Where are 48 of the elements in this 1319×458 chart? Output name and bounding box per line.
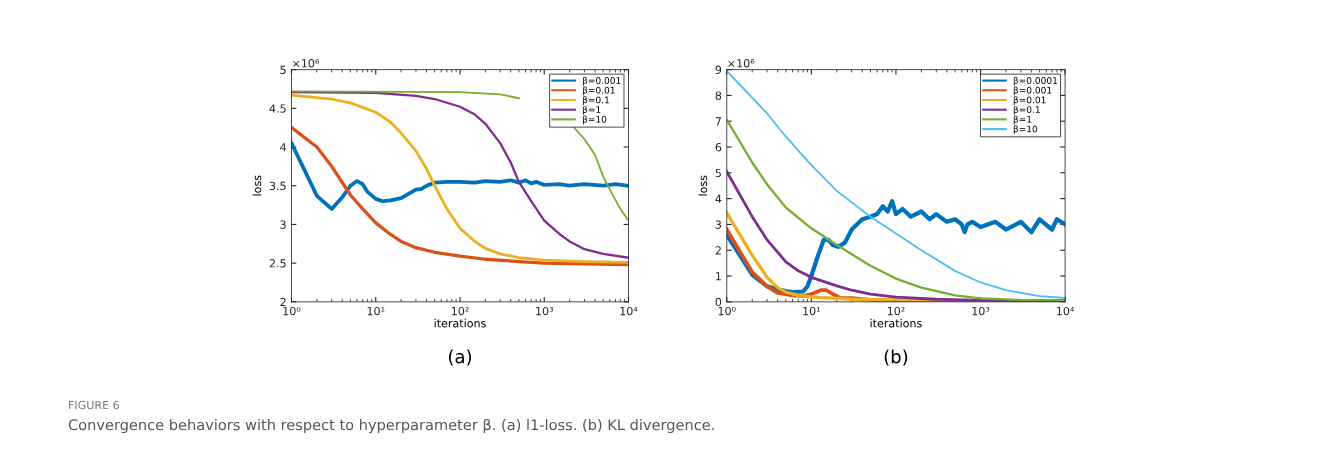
x-tick-label: 10² [451,306,469,316]
y-tick-label: 2 [715,246,721,255]
text: ×10⁶ [728,59,755,68]
y-tick-label: 3 [280,220,286,229]
y-tick-label: 3 [715,220,722,229]
x-tick-label: 10⁰ [718,306,736,316]
y-tick-label: 8 [715,91,722,100]
x-tick-label: 10⁰ [283,306,301,316]
x-tick-label: 10⁴ [620,306,638,316]
x-tick-label: 10³ [972,306,990,316]
legend-label: β=0.01 [1013,96,1046,106]
y-tick-label: 7 [715,117,721,126]
text: Convergence behaviors with respect to hyperparameter β. (a) l1-loss. (b) KL divergence. [68,418,714,434]
y-tick-label: 0 [715,297,722,307]
y-axis-title: loss [252,175,262,196]
caption: FIGURE 6 [69,400,120,410]
x-axis-title: iterations [434,318,486,328]
text: ×10⁶ [293,59,320,68]
legend-label: β=0.01 [582,86,615,96]
legend-label: β=10 [1013,125,1038,135]
y-tick-label: 6 [715,142,722,152]
y-tick-label: 4.5 [269,104,286,113]
text: (a) [448,349,472,366]
legend-label: β=10 [582,115,607,125]
text: (b) [884,349,908,366]
x-tick-label: 10⁴ [1057,306,1075,316]
legend-label: β=1 [1013,115,1032,125]
y-tick-label: 3.5 [269,181,286,191]
y-tick-label: 2 [280,297,286,307]
legend-label: β=0.001 [582,76,621,86]
legend-label: β=0.001 [1013,86,1052,96]
legend-label: β=0.0001 [1013,76,1058,86]
x-tick-label: 10¹ [803,306,821,316]
y-tick-label: 2.5 [269,259,286,268]
x-tick-label: 10² [887,306,905,316]
y-tick-label: 9 [715,65,722,74]
y-tick-label: 1 [716,272,721,281]
x-tick-label: 10¹ [367,306,385,316]
y-tick-label: 4 [715,194,722,203]
y-tick-label: 5 [280,65,286,74]
x-tick-label: 10³ [536,306,553,316]
y-tick-label: 5 [715,168,721,178]
legend-label: β=1 [582,105,601,115]
legend-label: β=0.1 [582,96,609,106]
y-tick-label: 4 [280,143,287,152]
legend-label: β=0.1 [1013,105,1040,115]
y-axis-title: loss [698,175,708,196]
x-axis-title: iterations [870,318,922,328]
